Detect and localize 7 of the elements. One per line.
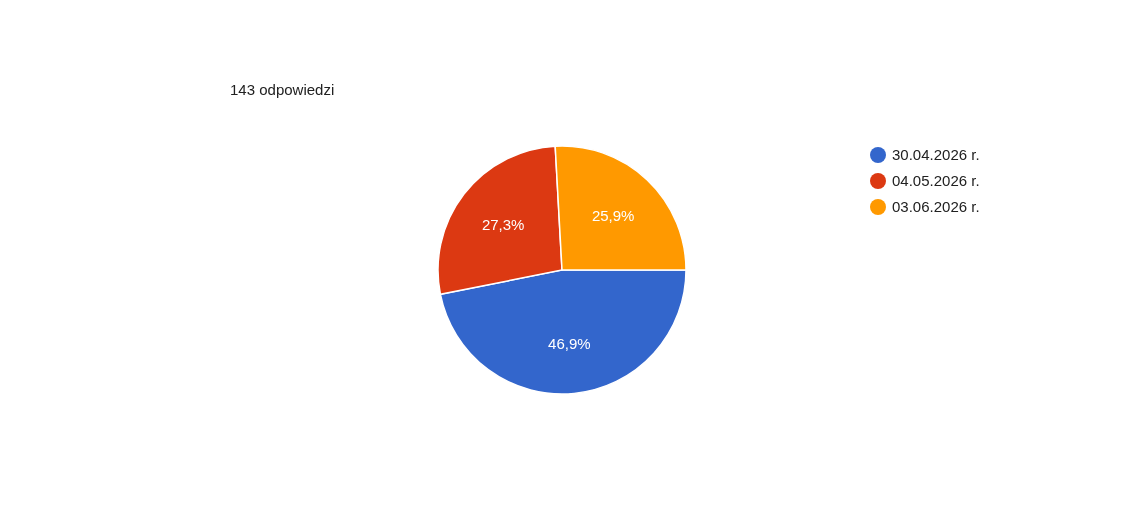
- legend-label: 04.05.2026 r.: [892, 172, 980, 190]
- text: 143 odpowiedzi: [230, 81, 335, 98]
- data-label: 27,3%: [481, 215, 525, 233]
- legend-label: 03.06.2026 r.: [892, 198, 980, 216]
- data-label: 46,9%: [548, 335, 591, 353]
- legend-label: 30.04.2026 r.: [892, 146, 980, 164]
- data-label: 25,9%: [591, 207, 635, 225]
